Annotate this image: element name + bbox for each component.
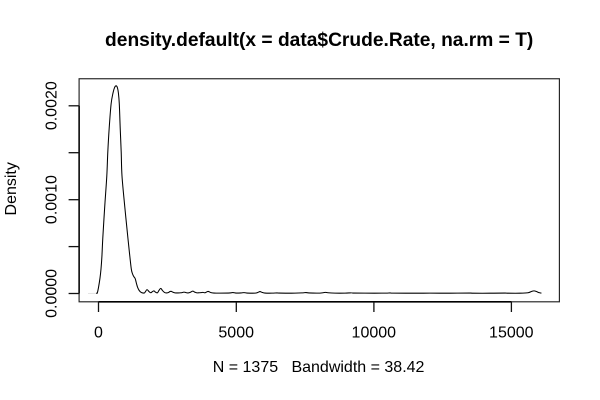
svg-text:0.0010: 0.0010 xyxy=(44,175,61,224)
svg-text:15000: 15000 xyxy=(489,325,534,342)
svg-text:0: 0 xyxy=(94,325,103,342)
svg-text:density.default(x = data$Crude: density.default(x = data$Crude.Rate, na.… xyxy=(105,30,533,51)
svg-text:0.0000: 0.0000 xyxy=(44,269,61,318)
svg-text:10000: 10000 xyxy=(352,325,397,342)
svg-text:5000: 5000 xyxy=(218,325,254,342)
svg-text:N = 1375 Bandwidth = 38.42: N = 1375 Bandwidth = 38.42 xyxy=(213,359,425,376)
svg-text:0.0020: 0.0020 xyxy=(44,81,61,130)
svg-text:Density: Density xyxy=(3,162,20,215)
